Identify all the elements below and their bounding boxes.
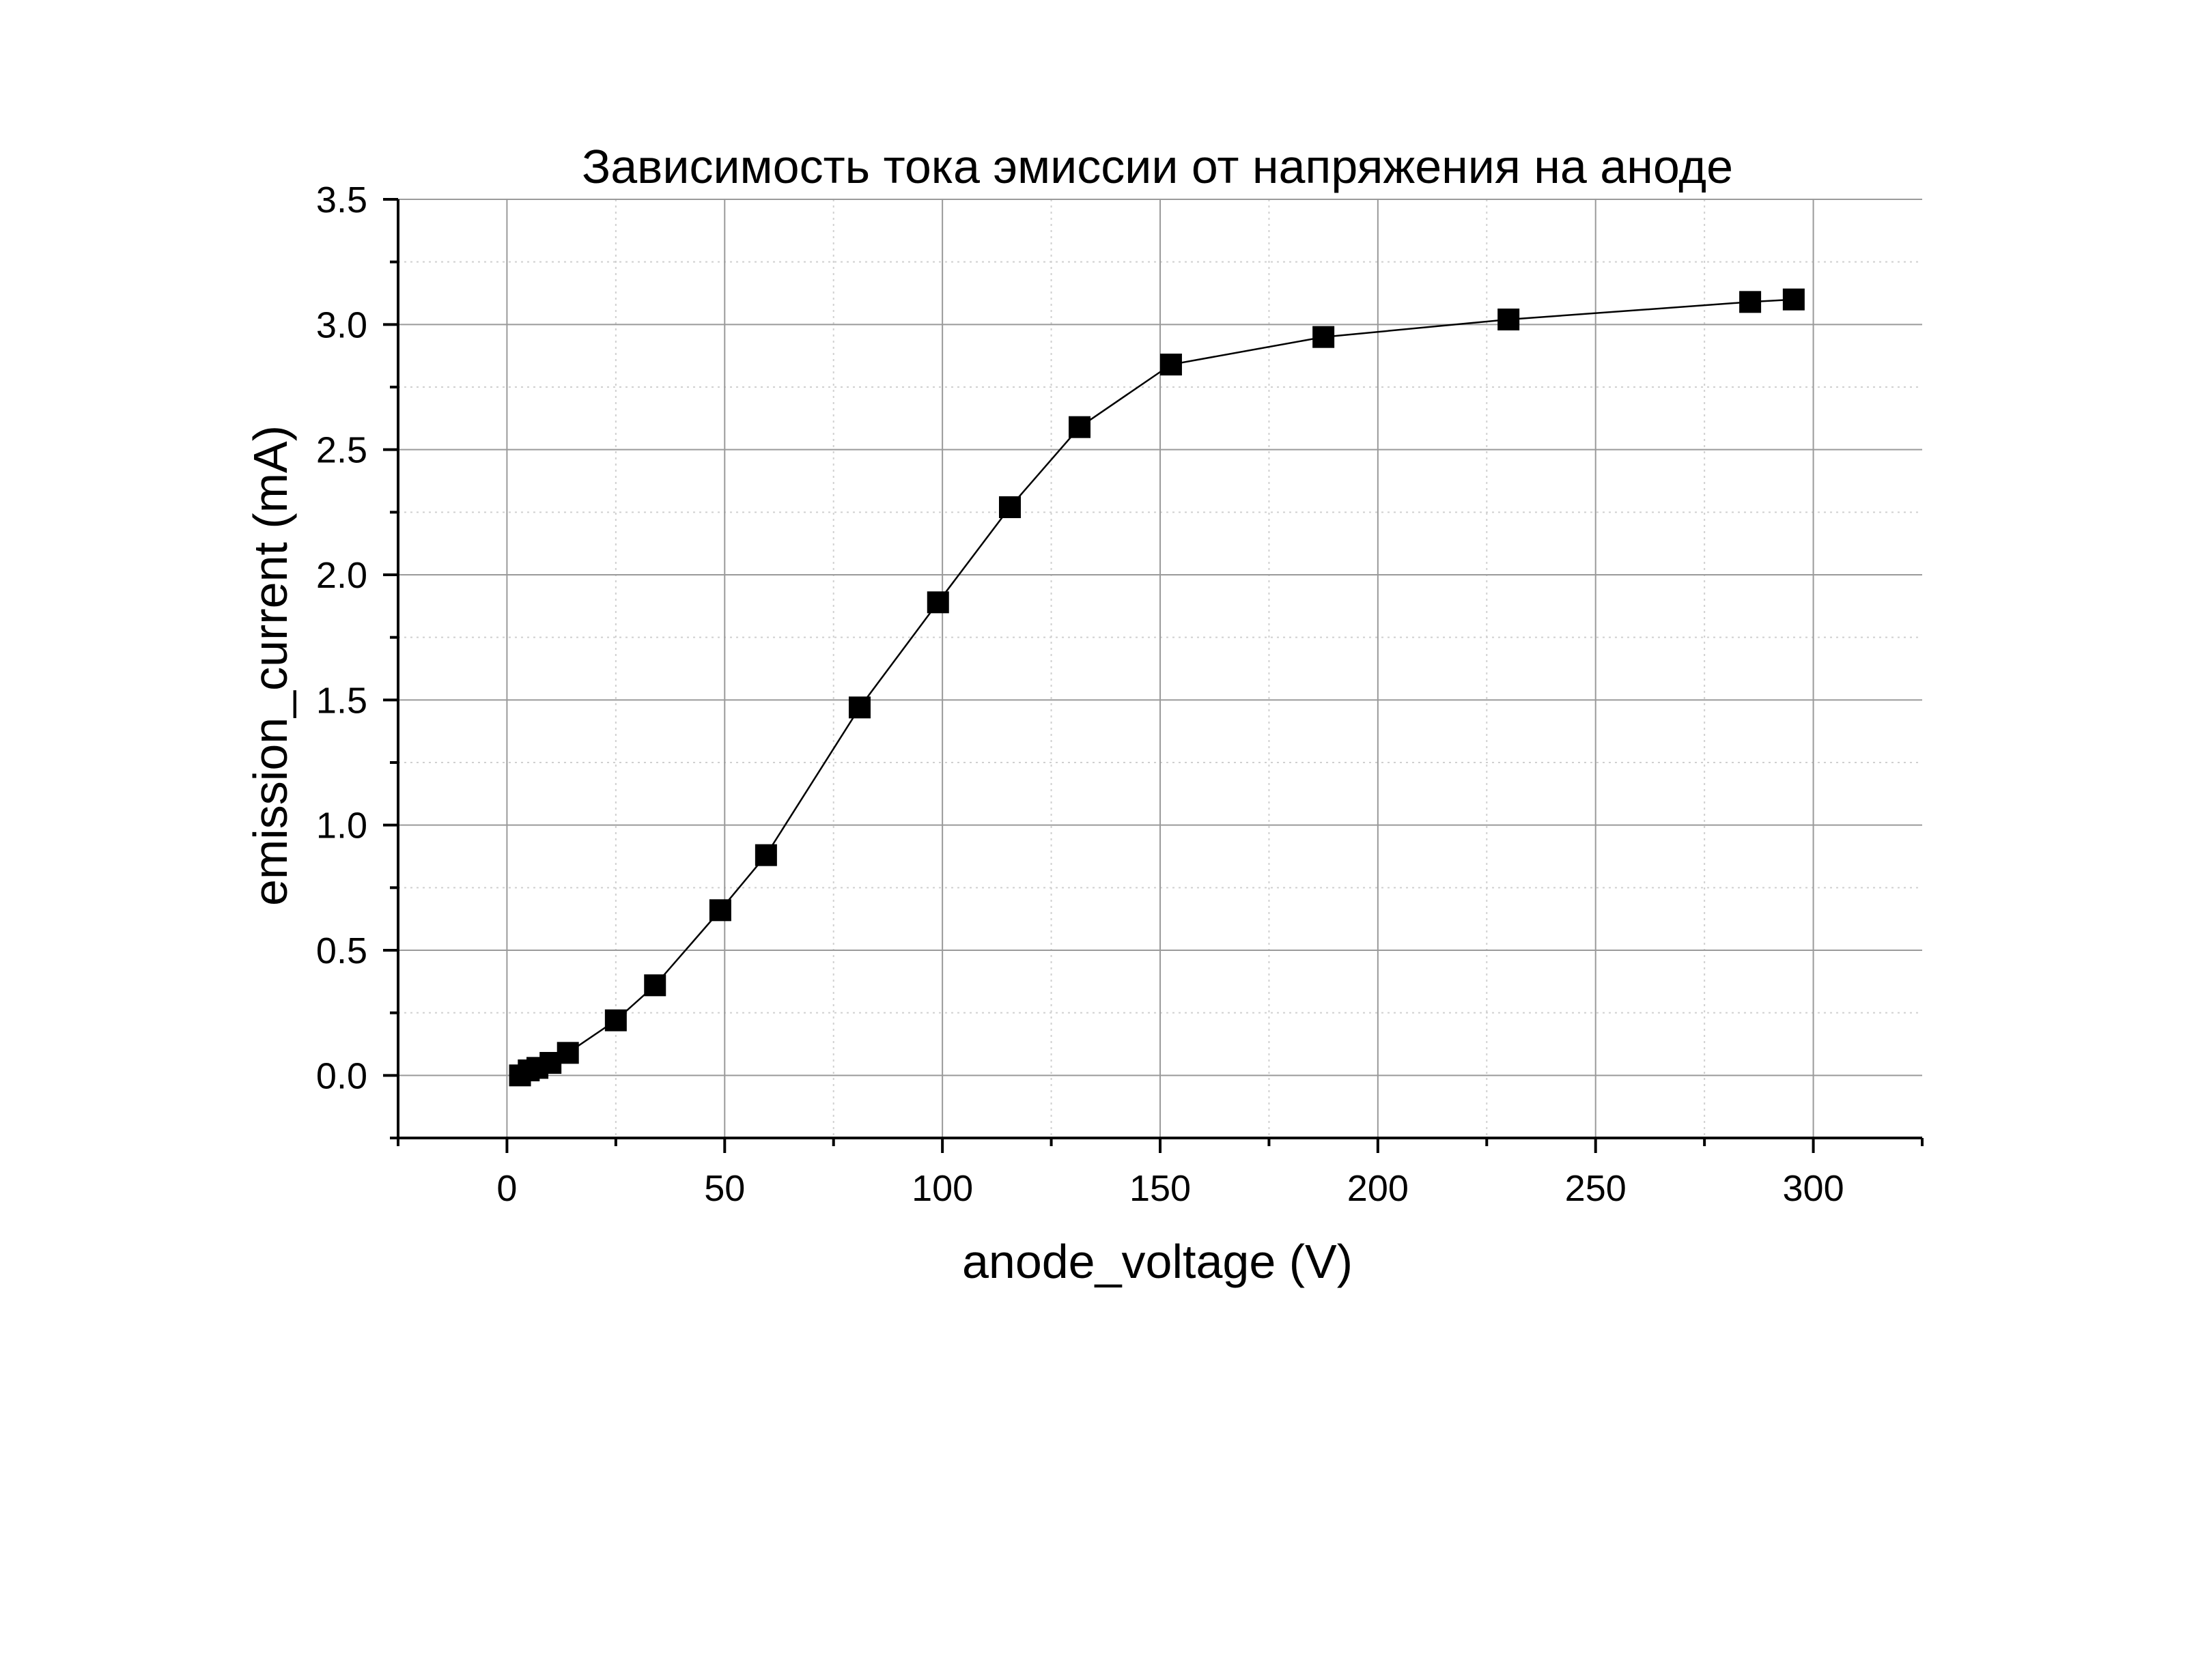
x-tick-label: 300	[1783, 1168, 1844, 1209]
y-tick-label: 3.5	[316, 180, 367, 220]
y-tick-label: 2.0	[316, 555, 367, 596]
x-tick-label: 50	[704, 1168, 745, 1209]
y-tick-label: 3.0	[316, 304, 367, 345]
data-point-marker	[604, 1009, 627, 1031]
tick-marks	[383, 198, 1924, 1153]
data-point-marker	[709, 899, 731, 922]
data-point-marker	[557, 1042, 579, 1064]
data-point-marker	[1739, 291, 1762, 313]
data-point-marker	[1497, 309, 1520, 330]
x-tick-label: 200	[1347, 1168, 1409, 1209]
grid	[398, 199, 1922, 1138]
y-tick-label: 1.0	[316, 806, 367, 846]
data-point-marker	[755, 844, 777, 866]
data-point-marker	[1069, 416, 1091, 438]
chart-title: Зависимость тока эмиссии от напряжения н…	[582, 140, 1733, 193]
data-point-marker	[644, 974, 666, 997]
y-tick-label: 2.5	[316, 430, 367, 471]
data-point-marker	[1312, 326, 1335, 348]
data-point-marker	[1159, 354, 1182, 375]
x-tick-label: 150	[1129, 1168, 1191, 1209]
data-point-marker	[927, 591, 949, 614]
data-point-marker	[998, 496, 1021, 518]
x-tick-label: 250	[1565, 1168, 1627, 1209]
data-series	[509, 288, 1805, 1087]
data-point-marker	[1782, 288, 1805, 311]
x-axis-label: anode_voltage (V)	[962, 1235, 1353, 1288]
x-tick-label: 100	[912, 1168, 973, 1209]
y-tick-label: 1.5	[316, 680, 367, 721]
y-axis-label: emission_current (mA)	[244, 425, 297, 906]
data-point-marker	[848, 696, 871, 719]
y-tick-label: 0.5	[316, 930, 367, 971]
tick-labels: 0 50 100 150 200 250 300 0.0 0.5 1.0 1.5 2.0 2.5 3.0 3…	[316, 180, 1844, 1209]
x-tick-label: 0	[496, 1168, 517, 1209]
y-tick-label: 0.0	[316, 1055, 367, 1096]
